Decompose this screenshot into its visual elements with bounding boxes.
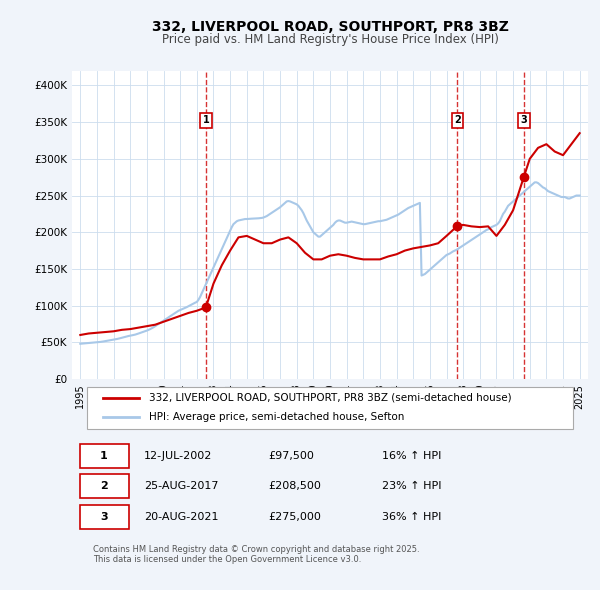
Text: 20-AUG-2021: 20-AUG-2021 [144, 512, 219, 522]
Text: £275,000: £275,000 [268, 512, 321, 522]
Text: 25-AUG-2017: 25-AUG-2017 [144, 481, 219, 491]
Text: 1: 1 [100, 451, 108, 461]
FancyBboxPatch shape [80, 474, 129, 498]
Text: 36% ↑ HPI: 36% ↑ HPI [382, 512, 441, 522]
FancyBboxPatch shape [80, 444, 129, 468]
Text: Price paid vs. HM Land Registry's House Price Index (HPI): Price paid vs. HM Land Registry's House … [161, 33, 499, 46]
FancyBboxPatch shape [80, 504, 129, 529]
Text: 16% ↑ HPI: 16% ↑ HPI [382, 451, 441, 461]
Text: 2: 2 [100, 481, 108, 491]
Text: 1: 1 [202, 115, 209, 125]
Text: 3: 3 [100, 512, 108, 522]
Text: 3: 3 [520, 115, 527, 125]
Text: 332, LIVERPOOL ROAD, SOUTHPORT, PR8 3BZ: 332, LIVERPOOL ROAD, SOUTHPORT, PR8 3BZ [152, 19, 508, 34]
Text: £208,500: £208,500 [268, 481, 321, 491]
Text: £97,500: £97,500 [268, 451, 314, 461]
Text: 12-JUL-2002: 12-JUL-2002 [144, 451, 212, 461]
FancyBboxPatch shape [88, 387, 572, 430]
Text: HPI: Average price, semi-detached house, Sefton: HPI: Average price, semi-detached house,… [149, 412, 405, 422]
Text: 332, LIVERPOOL ROAD, SOUTHPORT, PR8 3BZ (semi-detached house): 332, LIVERPOOL ROAD, SOUTHPORT, PR8 3BZ … [149, 393, 512, 403]
Text: 23% ↑ HPI: 23% ↑ HPI [382, 481, 441, 491]
Text: Contains HM Land Registry data © Crown copyright and database right 2025.
This d: Contains HM Land Registry data © Crown c… [92, 545, 419, 564]
Text: 2: 2 [454, 115, 461, 125]
